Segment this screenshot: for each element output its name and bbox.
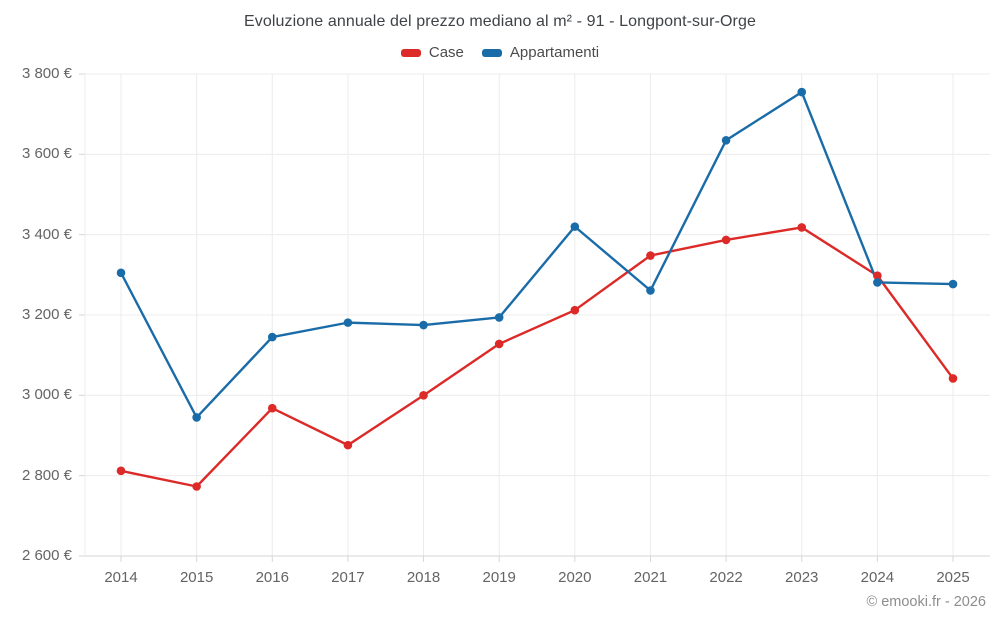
x-axis-label: 2025 bbox=[936, 569, 970, 586]
y-axis-label: 2 800 € bbox=[21, 466, 72, 484]
legend-item-case[interactable]: Case bbox=[400, 44, 464, 61]
y-axis-label: 3 600 € bbox=[21, 145, 72, 163]
case-point-2016[interactable] bbox=[267, 403, 277, 413]
appartamenti-line-series bbox=[119, 90, 955, 419]
appartamenti-point-2014[interactable] bbox=[116, 268, 126, 278]
x-axis-label: 2021 bbox=[633, 569, 668, 586]
y-axis-label: 3 200 € bbox=[21, 306, 72, 323]
x-axis-label: 2017 bbox=[331, 569, 365, 586]
x-axis-label: 2016 bbox=[255, 569, 289, 586]
case-point-2021[interactable] bbox=[646, 251, 655, 260]
appartamenti-point-2020[interactable] bbox=[570, 222, 580, 231]
credit-text: © emooki.fr - 2026 bbox=[866, 594, 986, 610]
appartamenti-point-2021[interactable] bbox=[646, 286, 655, 295]
appartamenti-point-2024[interactable] bbox=[873, 278, 882, 287]
legend-label: Case bbox=[428, 44, 464, 61]
case-point-2015[interactable] bbox=[192, 482, 201, 491]
x-axis-label: 2019 bbox=[482, 569, 516, 586]
case-point-2023[interactable] bbox=[797, 223, 807, 232]
x-axis-label: 2020 bbox=[558, 569, 592, 586]
appartamenti-point-2019[interactable] bbox=[494, 313, 504, 322]
appartamenti-point-2018[interactable] bbox=[419, 320, 428, 330]
legend-label: Appartamenti bbox=[509, 44, 600, 61]
y-axis-label: 2 600 € bbox=[21, 547, 72, 564]
x-axis-label: 2024 bbox=[860, 569, 895, 586]
legend-item-appartamenti[interactable]: Appartamenti bbox=[481, 44, 600, 61]
chart-title: Evoluzione annuale del prezzo mediano al… bbox=[244, 13, 756, 30]
appartamenti-point-2015[interactable] bbox=[192, 413, 201, 422]
case-point-2019[interactable] bbox=[494, 339, 504, 349]
y-axis-label: 3 400 € bbox=[21, 225, 72, 243]
x-axis-label: 2014 bbox=[104, 569, 138, 586]
appartamenti-point-2017[interactable] bbox=[343, 318, 353, 327]
case-point-2017[interactable] bbox=[343, 440, 353, 450]
case-point-2020[interactable] bbox=[570, 305, 580, 315]
y-axis-label: 3 800 € bbox=[21, 65, 72, 82]
case-point-2022[interactable] bbox=[721, 235, 731, 245]
x-axis-label: 2018 bbox=[406, 569, 441, 586]
case-point-2025[interactable] bbox=[948, 374, 958, 383]
appartamenti-point-2025[interactable] bbox=[948, 279, 958, 289]
appartamenti-point-2016[interactable] bbox=[267, 332, 277, 342]
legend-swatch-appartamenti bbox=[481, 48, 502, 57]
y-axis-label: 3 000 € bbox=[21, 386, 72, 404]
case-line-series bbox=[119, 226, 955, 488]
appartamenti-point-2023[interactable] bbox=[797, 87, 807, 97]
x-axis-label: 2023 bbox=[785, 569, 819, 586]
legend: Case Appartamenti bbox=[0, 44, 1000, 61]
x-axis-label: 2015 bbox=[179, 569, 214, 586]
case-point-2018[interactable] bbox=[419, 391, 428, 400]
legend-swatch-case bbox=[400, 48, 421, 57]
case-point-2024[interactable] bbox=[873, 271, 882, 280]
x-axis-label: 2022 bbox=[709, 569, 743, 586]
appartamenti-point-2022[interactable] bbox=[721, 135, 731, 145]
case-point-2014[interactable] bbox=[116, 466, 126, 476]
